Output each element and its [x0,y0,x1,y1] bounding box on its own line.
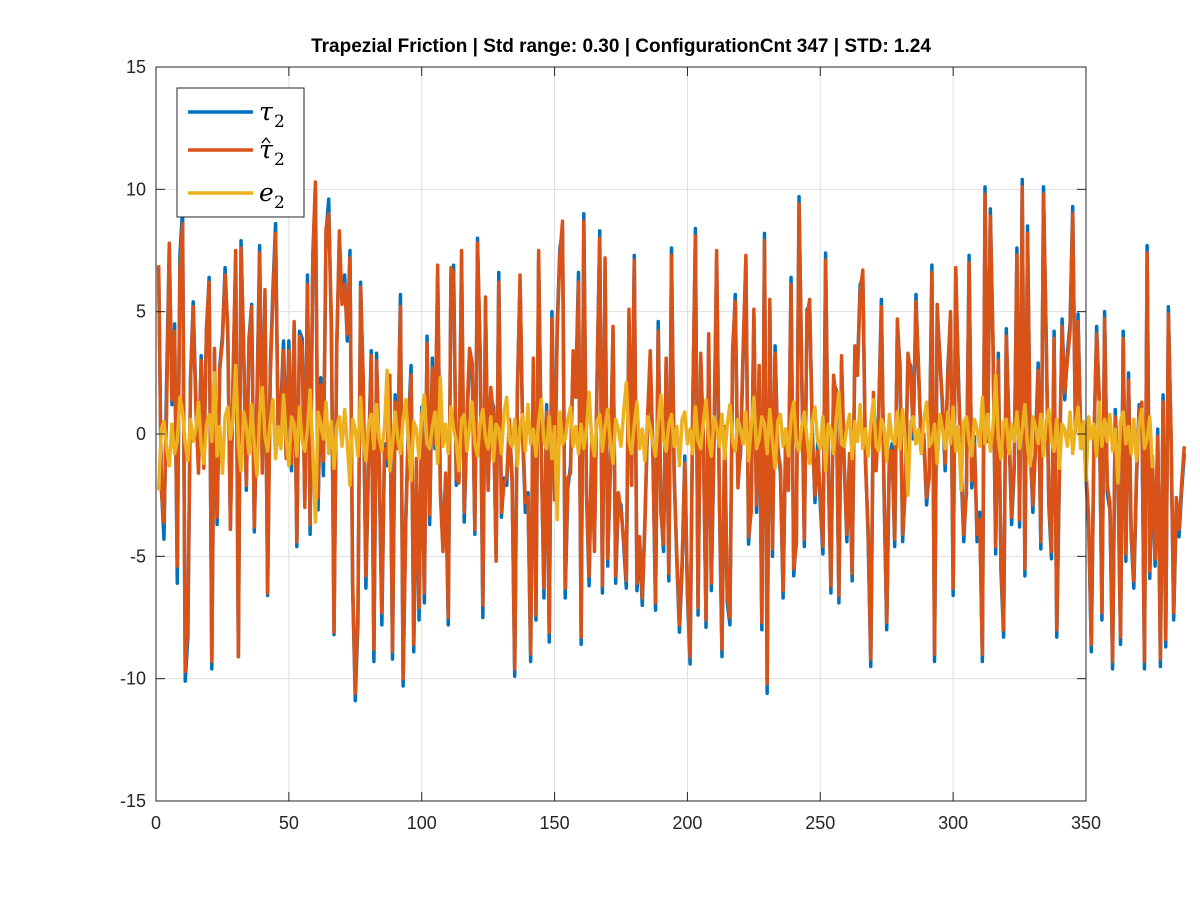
y-tick-label: -5 [130,546,146,566]
y-tick-label: 5 [136,302,146,322]
chart-title: Trapezial Friction | Std range: 0.30 | C… [311,36,931,57]
x-tick-label: 250 [805,813,835,833]
axis-ticks [155,66,1087,802]
x-tick-label: 0 [151,813,161,833]
series-lines [156,177,1187,703]
plot-area [155,66,1187,802]
y-tick-label: 15 [126,57,146,77]
y-tick-label: -15 [120,791,146,811]
legend[interactable]: τ 2τ 2e 2 [176,87,305,218]
x-tick-label: 50 [279,813,299,833]
legend-label-subscript: 2 [274,150,285,170]
y-axis-tick-labels: -15 -10 -5 0 5 10 15 [120,57,146,811]
grid [156,67,1086,801]
x-tick-label: 150 [540,813,570,833]
x-axis-tick-labels: 0 50 100 150 200 250 300 350 [151,813,1101,833]
legend-hat-accent [261,136,271,144]
legend-label-subscript: 2 [274,193,285,213]
y-tick-label: -10 [120,669,146,689]
legend-label: τ [259,97,274,126]
y-tick-label: 0 [136,424,146,444]
legend-label: e [259,178,274,207]
x-tick-label: 300 [938,813,968,833]
legend-label-subscript: 2 [274,112,285,132]
x-tick-label: 350 [1071,813,1101,833]
x-tick-label: 200 [672,813,702,833]
x-tick-label: 100 [407,813,437,833]
series-line-e2 [156,363,1155,524]
series-line-tau2-hat [156,180,1187,696]
legend-items: τ 2τ 2e 2 [188,97,285,213]
legend-box [176,87,305,218]
y-tick-label: 10 [126,179,146,199]
